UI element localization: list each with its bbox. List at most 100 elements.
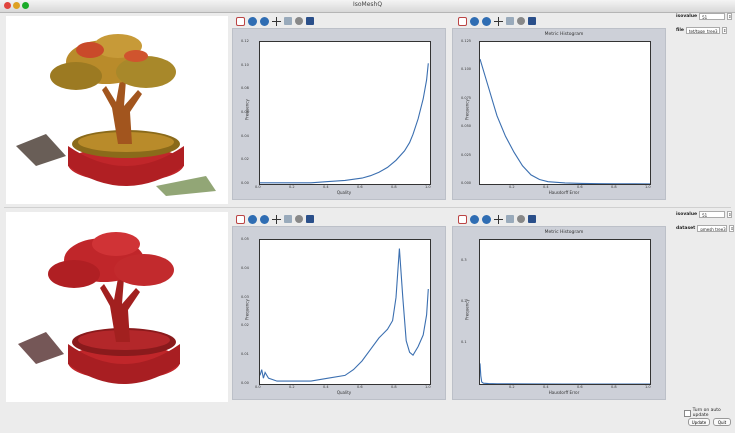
y-tick-label: 0.02 [241,157,249,162]
x-tick-label: 0.4 [543,385,549,389]
file-label: file [676,28,684,33]
y-tick-label: 0.075 [461,95,472,100]
x-tick-label: 0.6 [357,385,363,389]
plot-toolbar-bottom-right [458,212,536,226]
minimize-window-icon[interactable] [13,2,20,9]
isovalue-stepper[interactable]: ⇕ [727,13,733,20]
x-axis-label: Hausdorff Error [548,190,580,195]
forward-icon[interactable] [260,16,269,26]
configure-icon[interactable] [295,17,303,25]
x-tick-label: 0.8 [391,385,397,389]
tree-render-top [16,34,216,196]
isovalue-input[interactable]: 51 [699,13,726,20]
axes-top-quality[interactable] [259,41,431,185]
home-icon[interactable] [236,214,245,224]
close-window-icon[interactable] [4,2,11,9]
save-icon[interactable] [306,17,314,25]
zoom-icon[interactable] [284,17,292,25]
isovalue-control-bottom: isovalue 51 ⇕ [676,211,733,218]
zoom-icon[interactable] [284,215,292,223]
dataset-select[interactable]: pmesh tree3 [697,225,728,232]
quit-button[interactable]: Quit [713,418,731,426]
pan-icon[interactable] [494,214,503,224]
y-tick-label: 0.05 [241,237,249,241]
zoom-icon[interactable] [506,17,514,25]
home-icon[interactable] [236,16,245,26]
pan-icon[interactable] [272,214,281,224]
x-tick-label: 0.8 [611,385,617,389]
back-icon[interactable] [470,16,479,26]
y-tick-label: 0.050 [461,124,472,129]
configure-icon[interactable] [517,215,525,223]
chart-svg-top-quality [260,63,429,184]
y-tick-label: 0.04 [241,133,249,138]
file-dropdown-icon[interactable]: ⇕ [721,27,727,34]
y-tick-label: 0.3 [461,257,467,262]
render-view-top[interactable] [6,16,228,204]
dataset-dropdown-icon[interactable]: ⇕ [729,225,735,232]
series-line [480,363,650,384]
isovalue-label: isovalue [676,14,698,19]
forward-icon[interactable] [260,214,269,224]
x-tick-label: 1.0 [645,185,651,189]
axes-bottom-metric[interactable] [479,239,651,385]
y-tick-label: 0.03 [241,294,249,299]
file-control-top: file tet/tpqe_tree3 ⇕ [676,27,727,34]
y-tick-label: 0.08 [241,86,249,91]
pan-icon[interactable] [272,16,281,26]
forward-icon[interactable] [482,214,491,224]
dataset-control-bottom: dataset pmesh tree3 ⇕ [676,225,735,232]
chart-svg-bottom-metric [480,363,650,384]
plot-toolbar-bottom-left [236,212,314,226]
home-icon[interactable] [458,16,467,26]
x-tick-label: 0.2 [289,385,295,389]
y-tick-label: 0.100 [461,67,472,72]
x-axis-label: Quality [336,390,352,395]
y-tick-label: 0.000 [461,181,472,185]
update-button[interactable]: Update [688,418,710,426]
configure-icon[interactable] [517,17,525,25]
file-select[interactable]: tet/tpqe_tree3 [685,27,720,34]
x-tick-label: 0.2 [289,185,295,189]
zoom-icon[interactable] [506,215,514,223]
back-icon[interactable] [248,214,257,224]
back-icon[interactable] [470,214,479,224]
plot-toolbar-top-left [236,14,314,28]
plot-frame-top-quality: Quality Frequency 0.0 0.2 0.4 0.6 0.8 1.0 0.00… [232,28,446,200]
x-axis-label: Quality [336,190,352,195]
checkbox-box[interactable] [684,409,691,417]
plot-title: Metric Histogram [544,32,584,37]
x-tick-label: 0.4 [323,385,329,389]
save-icon[interactable] [528,215,536,223]
zoom-window-icon[interactable] [22,2,29,9]
y-tick-label: 0.04 [241,265,249,270]
home-icon[interactable] [458,214,467,224]
x-tick-label: 0.8 [611,185,617,189]
save-icon[interactable] [528,17,536,25]
forward-icon[interactable] [482,16,491,26]
axes-bottom-quality[interactable] [259,239,431,385]
save-icon[interactable] [306,215,314,223]
series-line [480,58,650,184]
pan-icon[interactable] [494,16,503,26]
render-view-bottom[interactable] [6,212,228,402]
row-divider [4,207,731,208]
x-axis-label: Hausdorff Error [548,390,580,395]
y-tick-label: 0.00 [241,381,249,385]
y-tick-label: 0.125 [461,39,472,43]
x-tick-label: 0.2 [509,385,515,389]
configure-icon[interactable] [295,215,303,223]
isovalue-label: isovalue [676,212,698,217]
x-tick-label: 0.2 [509,185,515,189]
auto-update-checkbox[interactable]: Turn on auto update [684,408,735,418]
y-tick-label: 0.00 [241,181,249,185]
isovalue-input[interactable]: 51 [699,211,726,218]
x-tick-label: 1.0 [425,185,431,189]
plot-frame-bottom-quality: Quality Frequency 0.0 0.2 0.4 0.6 0.8 1.0 0.00… [232,226,446,400]
x-tick-label: 0.8 [391,185,397,189]
isovalue-stepper[interactable]: ⇕ [727,211,733,218]
back-icon[interactable] [248,16,257,26]
axes-top-metric[interactable] [479,41,651,185]
x-tick-label: 1.0 [425,385,431,389]
y-tick-label: 0.1 [461,339,467,344]
